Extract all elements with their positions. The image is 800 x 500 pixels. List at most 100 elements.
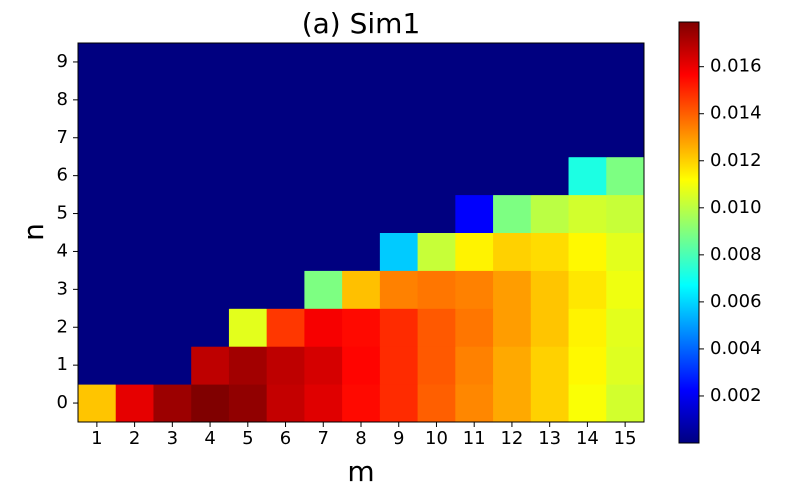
heatmap-cell bbox=[191, 232, 230, 271]
x-tick-label: 2 bbox=[129, 428, 140, 449]
heatmap-cell bbox=[455, 156, 494, 196]
heatmap-cell bbox=[191, 194, 230, 233]
heatmap-cell bbox=[153, 194, 192, 233]
heatmap-cell bbox=[228, 156, 268, 196]
heatmap-cell bbox=[493, 43, 532, 82]
heatmap-cell bbox=[153, 80, 192, 120]
y-tick-label: 9 bbox=[57, 51, 68, 72]
heatmap-cell bbox=[417, 194, 456, 233]
heatmap-cell bbox=[115, 270, 154, 309]
x-tick-label: 11 bbox=[463, 428, 486, 449]
heatmap-cell bbox=[417, 232, 456, 271]
heatmap-cell bbox=[455, 43, 494, 82]
x-tick-label: 14 bbox=[576, 428, 599, 449]
heatmap-cell bbox=[115, 194, 154, 233]
heatmap-cell bbox=[266, 194, 305, 233]
heatmap-cell bbox=[78, 194, 117, 233]
heatmap-cell bbox=[530, 43, 570, 82]
colorbar-tick-label: 0.004 bbox=[710, 338, 762, 359]
colorbar bbox=[678, 21, 700, 444]
heatmap-cell bbox=[304, 270, 343, 309]
heatmap-cell bbox=[606, 80, 645, 120]
heatmap-cell bbox=[304, 194, 343, 233]
heatmap-cell bbox=[342, 118, 381, 158]
y-tick-label: 7 bbox=[57, 127, 68, 148]
heatmap-cell bbox=[115, 118, 154, 158]
heatmap-cell bbox=[606, 384, 645, 423]
heatmap-cell bbox=[417, 346, 456, 385]
x-axis-label: m bbox=[347, 455, 374, 488]
heatmap-cell bbox=[606, 43, 645, 82]
heatmap-cell bbox=[78, 384, 117, 423]
colorbar-tick-label: 0.016 bbox=[710, 56, 762, 77]
heatmap-cell bbox=[530, 194, 570, 233]
colorbar-tick-label: 0.008 bbox=[710, 244, 762, 265]
y-tick-label: 3 bbox=[57, 278, 68, 299]
heatmap-cell bbox=[78, 43, 117, 82]
colorbar-tick-label: 0.012 bbox=[710, 150, 762, 171]
heatmap-cell bbox=[568, 270, 607, 309]
heatmap-cell bbox=[304, 308, 343, 347]
heatmap-cell bbox=[530, 156, 570, 196]
heatmap-cell bbox=[606, 118, 645, 158]
heatmap-cell bbox=[417, 156, 456, 196]
y-tick-label: 2 bbox=[57, 316, 68, 337]
heatmap-cell bbox=[228, 384, 268, 423]
heatmap-cell bbox=[115, 308, 154, 347]
y-tick-label: 8 bbox=[57, 89, 68, 110]
x-tick-label: 6 bbox=[280, 428, 291, 449]
heatmap-cell bbox=[606, 346, 645, 385]
heatmap-cell bbox=[379, 270, 419, 309]
heatmap-cell bbox=[191, 308, 230, 347]
heatmap-cell bbox=[530, 308, 570, 347]
x-tick-label: 3 bbox=[167, 428, 178, 449]
heatmap-cell bbox=[228, 232, 268, 271]
heatmap-cell bbox=[606, 156, 645, 196]
heatmap-cell bbox=[153, 43, 192, 82]
heatmap-cell bbox=[568, 156, 607, 196]
heatmap-cell bbox=[191, 80, 230, 120]
heatmap-cell bbox=[342, 194, 381, 233]
heatmap-cell bbox=[530, 270, 570, 309]
heatmap-cell bbox=[304, 156, 343, 196]
x-tick-label: 8 bbox=[355, 428, 366, 449]
heatmap-cell bbox=[606, 270, 645, 309]
heatmap-cell bbox=[342, 43, 381, 82]
colorbar-tick-label: 0.010 bbox=[710, 197, 762, 218]
heatmap-cell bbox=[455, 118, 494, 158]
y-tick-label: 1 bbox=[57, 354, 68, 375]
heatmap-cell bbox=[228, 270, 268, 309]
heatmap-cell bbox=[342, 346, 381, 385]
heatmap-cell bbox=[455, 270, 494, 309]
heatmap-cell bbox=[304, 118, 343, 158]
heatmap-cell bbox=[493, 194, 532, 233]
heatmap-cell bbox=[266, 270, 305, 309]
heatmap-cell bbox=[266, 43, 305, 82]
heatmap-cell bbox=[568, 80, 607, 120]
heatmap-cell bbox=[530, 118, 570, 158]
heatmap-cell bbox=[304, 346, 343, 385]
y-tick-label: 6 bbox=[57, 165, 68, 186]
heatmap-cell bbox=[78, 346, 117, 385]
heatmap-cell bbox=[568, 308, 607, 347]
heatmap-cell bbox=[78, 270, 117, 309]
heatmap-cell bbox=[493, 346, 532, 385]
heatmap-cell bbox=[191, 384, 230, 423]
y-tick-label: 4 bbox=[57, 240, 68, 261]
heatmap-cell bbox=[266, 118, 305, 158]
heatmap-cell bbox=[266, 346, 305, 385]
heatmap-cell bbox=[153, 308, 192, 347]
heatmap-cell bbox=[493, 270, 532, 309]
heatmap-cell bbox=[493, 384, 532, 423]
heatmap-cell bbox=[493, 156, 532, 196]
heatmap-cell bbox=[379, 80, 419, 120]
x-tick-label: 13 bbox=[538, 428, 561, 449]
heatmap-cell bbox=[417, 118, 456, 158]
heatmap-cell bbox=[304, 384, 343, 423]
heatmap-cell bbox=[228, 308, 268, 347]
heatmap-cell bbox=[115, 43, 154, 82]
heatmap-cell bbox=[304, 232, 343, 271]
heatmap-cell bbox=[304, 43, 343, 82]
heatmap-cell bbox=[568, 118, 607, 158]
